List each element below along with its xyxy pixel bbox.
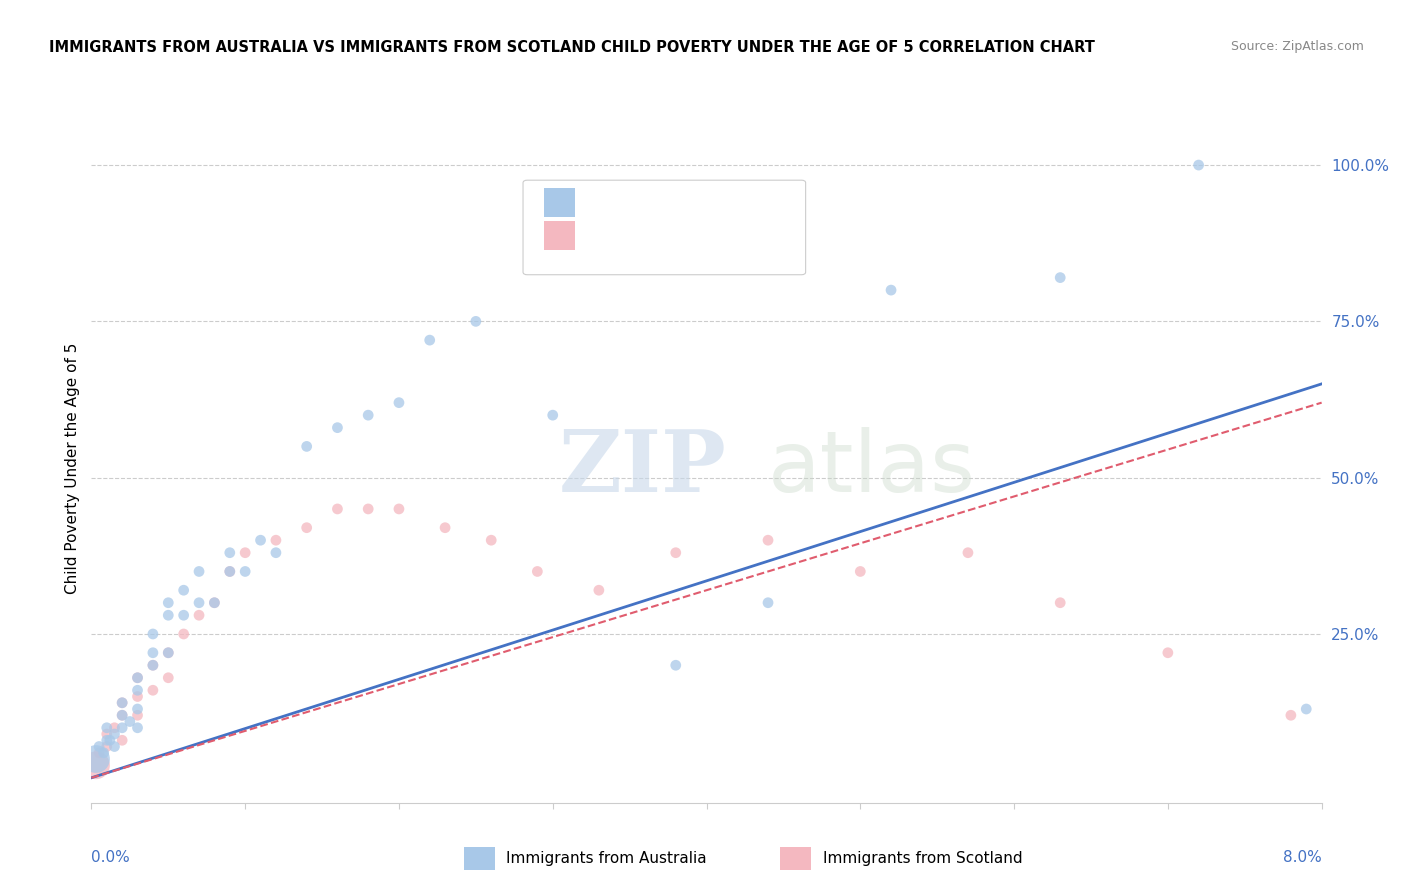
Point <box>96 739 118 754</box>
Point <box>142 646 165 660</box>
Point <box>326 502 349 516</box>
Point <box>103 727 125 741</box>
Point <box>127 721 149 735</box>
Point <box>96 733 118 747</box>
Point <box>111 733 134 747</box>
Point <box>118 714 141 729</box>
Point <box>111 721 134 735</box>
Point <box>87 739 110 754</box>
Point <box>103 721 125 735</box>
Point <box>173 583 195 598</box>
Point <box>188 596 211 610</box>
Point <box>142 683 165 698</box>
Point <box>111 708 134 723</box>
Point <box>1279 708 1302 723</box>
Point <box>388 502 411 516</box>
Point <box>295 521 318 535</box>
Point <box>665 658 688 673</box>
Point <box>157 646 180 660</box>
Point <box>756 596 779 610</box>
Point <box>388 395 411 409</box>
Point <box>264 533 287 548</box>
Point <box>142 627 165 641</box>
Point <box>218 546 240 560</box>
Point <box>127 683 149 698</box>
Point <box>1187 158 1209 172</box>
Point <box>956 546 979 560</box>
Text: R = 0.478   N = 36: R = 0.478 N = 36 <box>586 228 731 243</box>
Point <box>295 439 318 453</box>
Text: R = 0.497   N = 45: R = 0.497 N = 45 <box>586 195 731 210</box>
Point <box>880 283 903 297</box>
Point <box>1157 646 1180 660</box>
Point <box>84 758 107 772</box>
Point <box>142 658 165 673</box>
Point <box>202 596 225 610</box>
Point <box>98 733 121 747</box>
Point <box>96 727 118 741</box>
Point <box>849 565 872 579</box>
Point <box>127 708 149 723</box>
Point <box>157 646 180 660</box>
Point <box>464 314 486 328</box>
Text: Immigrants from Australia: Immigrants from Australia <box>506 851 707 865</box>
Point <box>357 502 380 516</box>
Y-axis label: Child Poverty Under the Age of 5: Child Poverty Under the Age of 5 <box>65 343 80 594</box>
Point <box>188 608 211 623</box>
Point <box>218 565 240 579</box>
Point <box>479 533 502 548</box>
Point <box>157 596 180 610</box>
Point <box>157 608 180 623</box>
Point <box>588 583 610 598</box>
Text: atlas: atlas <box>768 426 976 510</box>
Point <box>93 746 115 760</box>
Point <box>111 696 134 710</box>
Point <box>541 408 564 422</box>
Point <box>1295 702 1317 716</box>
Point <box>111 708 134 723</box>
Point <box>188 565 211 579</box>
Point <box>756 533 779 548</box>
Text: Source: ZipAtlas.com: Source: ZipAtlas.com <box>1230 40 1364 54</box>
Point <box>249 533 271 548</box>
Point <box>419 333 441 347</box>
Point <box>357 408 380 422</box>
Point <box>1049 596 1071 610</box>
Point <box>87 746 110 760</box>
Text: 8.0%: 8.0% <box>1282 849 1322 864</box>
Point <box>218 565 240 579</box>
Text: Immigrants from Scotland: Immigrants from Scotland <box>823 851 1022 865</box>
Point <box>434 521 457 535</box>
Point <box>233 546 256 560</box>
Point <box>96 721 118 735</box>
Point <box>665 546 688 560</box>
Text: 0.0%: 0.0% <box>91 849 131 864</box>
Point <box>233 565 256 579</box>
Point <box>111 696 134 710</box>
Text: ZIP: ZIP <box>558 426 727 510</box>
Point <box>127 690 149 704</box>
Point <box>127 671 149 685</box>
Point <box>127 671 149 685</box>
Point <box>202 596 225 610</box>
Point <box>1049 270 1071 285</box>
Point <box>264 546 287 560</box>
Text: IMMIGRANTS FROM AUSTRALIA VS IMMIGRANTS FROM SCOTLAND CHILD POVERTY UNDER THE AG: IMMIGRANTS FROM AUSTRALIA VS IMMIGRANTS … <box>49 40 1095 55</box>
Point <box>173 608 195 623</box>
Point <box>326 420 349 434</box>
Point <box>173 627 195 641</box>
Point <box>127 702 149 716</box>
Point <box>157 671 180 685</box>
Point <box>142 658 165 673</box>
Point <box>84 752 107 766</box>
Point <box>103 739 125 754</box>
Point <box>526 565 548 579</box>
